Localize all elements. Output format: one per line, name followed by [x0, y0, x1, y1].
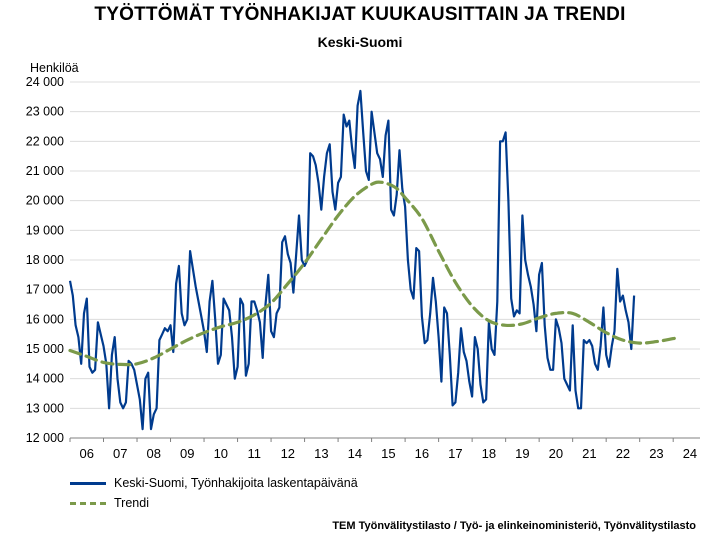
- y-tick-label: 13 000: [26, 401, 64, 415]
- legend-label-main: Keski-Suomi, Työnhakijoita laskentapäivä…: [114, 476, 358, 490]
- legend-label-trend: Trendi: [114, 496, 149, 510]
- y-tick-label: 19 000: [26, 223, 64, 237]
- x-tick-label: 17: [448, 446, 462, 461]
- y-tick-label: 23 000: [26, 105, 64, 119]
- x-tick-label: 11: [248, 446, 262, 461]
- y-tick-label: 24 000: [26, 75, 64, 89]
- legend-swatch-main: [70, 481, 106, 485]
- x-tick-label: 22: [616, 446, 630, 461]
- x-tick-label: 06: [80, 446, 94, 461]
- x-tick-label: 10: [214, 446, 228, 461]
- y-tick-label: 15 000: [26, 342, 64, 356]
- x-tick-label: 15: [381, 446, 395, 461]
- chart-title: TYÖTTÖMÄT TYÖNHAKIJAT KUUKAUSITTAIN JA T…: [94, 4, 626, 25]
- x-axis-ticks: 06 07 08 09 10 11 12 13 14 15 16 17 18 19 20 21 22 23 24: [69, 438, 697, 461]
- x-tick-label: 07: [113, 446, 127, 461]
- y-tick-label: 14 000: [26, 372, 64, 386]
- x-tick-label: 21: [582, 446, 596, 461]
- legend-item-main: Keski-Suomi, Työnhakijoita laskentapäivä…: [70, 473, 358, 493]
- x-tick-label: 12: [281, 446, 295, 461]
- series-line-trend: [68, 180, 680, 367]
- y-tick-label: 18 000: [26, 253, 64, 267]
- x-tick-label: 19: [515, 446, 529, 461]
- x-tick-label: 08: [147, 446, 161, 461]
- y-tick-label: 21 000: [26, 164, 64, 178]
- y-axis-ticks: 12 000 13 000 14 000 15 000 16 000 17 000 18 0…: [26, 75, 64, 445]
- legend: Keski-Suomi, Työnhakijoita laskentapäivä…: [70, 473, 358, 513]
- source-note: TEM Työnvälitystilasto / Työ- ja elinkei…: [332, 520, 696, 532]
- legend-item-trend: Trendi: [70, 493, 358, 513]
- x-tick-label: 13: [314, 446, 328, 461]
- x-tick-label: 14: [348, 446, 362, 461]
- chart-subtitle: Keski-Suomi: [317, 34, 403, 50]
- x-tick-label: 16: [415, 446, 429, 461]
- x-tick-label: 18: [482, 446, 496, 461]
- y-tick-label: 20 000: [26, 194, 64, 208]
- series-line-main: [68, 89, 636, 431]
- series-group: [68, 89, 680, 431]
- legend-swatch-trend: [70, 501, 106, 505]
- line-chart: 12 000 13 000 14 000 15 000 16 000 17 000 18 0…: [26, 75, 700, 461]
- y-tick-label: 16 000: [26, 312, 64, 326]
- x-tick-label: 09: [180, 446, 194, 461]
- x-tick-label: 23: [649, 446, 663, 461]
- y-tick-label: 17 000: [26, 283, 64, 297]
- x-tick-label: 24: [683, 446, 697, 461]
- x-tick-label: 20: [549, 446, 563, 461]
- y-tick-label: 22 000: [26, 134, 64, 148]
- y-tick-label: 12 000: [26, 431, 64, 445]
- y-axis-label: Henkilöä: [30, 61, 79, 75]
